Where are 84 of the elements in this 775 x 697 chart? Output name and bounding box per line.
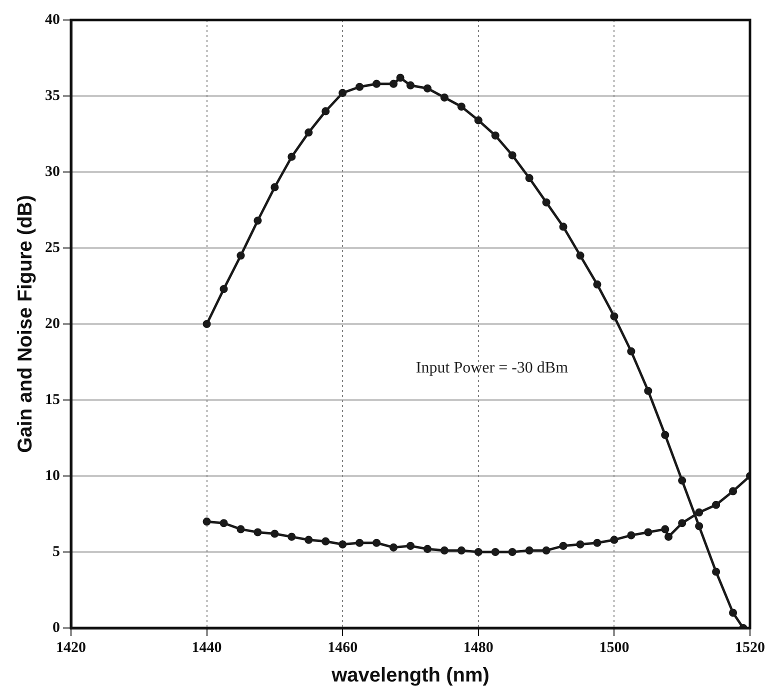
y-tick-label: 30 xyxy=(45,164,60,180)
point xyxy=(440,546,448,555)
point xyxy=(202,518,211,526)
y-tick-label: 15 xyxy=(45,392,60,408)
point xyxy=(338,88,347,98)
point xyxy=(559,542,568,550)
point xyxy=(220,519,228,528)
y-tick-label: 10 xyxy=(45,468,60,484)
y-axis-title: Gain and Noise Figure (dB) xyxy=(14,195,37,453)
x-axis-title: wavelength (nm) xyxy=(330,664,490,687)
point xyxy=(491,548,500,556)
point xyxy=(525,174,534,182)
point xyxy=(728,487,738,496)
point xyxy=(712,568,720,576)
point xyxy=(644,528,652,536)
point xyxy=(474,548,482,556)
point xyxy=(406,542,415,550)
x-tick-label: 1440 xyxy=(192,640,222,656)
point xyxy=(202,320,211,328)
point xyxy=(356,538,364,547)
point xyxy=(508,151,516,160)
x-tick-label: 1460 xyxy=(328,640,358,656)
point xyxy=(508,548,516,556)
point xyxy=(236,252,245,260)
point xyxy=(304,536,313,544)
point xyxy=(627,347,636,356)
point xyxy=(389,80,398,88)
point xyxy=(712,500,720,509)
point xyxy=(610,536,618,544)
point xyxy=(593,538,602,547)
point xyxy=(610,312,618,320)
y-tick-label: 25 xyxy=(45,240,60,256)
point xyxy=(491,131,500,140)
x-tick-label: 1480 xyxy=(463,640,494,656)
point xyxy=(695,522,704,530)
point xyxy=(322,537,330,546)
point xyxy=(304,128,313,137)
y-tick-label: 5 xyxy=(52,544,60,560)
point xyxy=(593,280,602,289)
point xyxy=(220,284,228,294)
point xyxy=(338,540,347,548)
point xyxy=(627,531,636,540)
point xyxy=(525,546,534,555)
point xyxy=(559,222,568,231)
point xyxy=(661,525,670,534)
point xyxy=(406,81,415,90)
point xyxy=(728,608,738,617)
point xyxy=(440,93,448,102)
point xyxy=(542,198,550,206)
point xyxy=(389,543,398,552)
point xyxy=(356,82,364,91)
annotation: Input Power = -30 dBm xyxy=(416,360,569,377)
point xyxy=(270,530,279,538)
point xyxy=(664,532,673,541)
point xyxy=(288,152,296,161)
y-tick-label: 20 xyxy=(45,316,60,332)
point xyxy=(678,519,686,528)
y-tick-label: 0 xyxy=(52,620,60,636)
point xyxy=(576,252,584,260)
y-tick-label: 35 xyxy=(45,88,60,104)
point xyxy=(396,74,404,82)
point xyxy=(372,538,381,547)
point xyxy=(372,80,381,88)
point xyxy=(695,508,704,517)
y-tick-label: 40 xyxy=(45,12,60,28)
point xyxy=(254,216,262,225)
point xyxy=(288,532,296,541)
point xyxy=(254,528,262,536)
point xyxy=(236,525,245,534)
x-tick-label: 1420 xyxy=(56,640,86,656)
point xyxy=(423,84,432,92)
point xyxy=(457,102,466,111)
point xyxy=(644,386,652,395)
point xyxy=(423,544,432,554)
point xyxy=(270,183,279,192)
point xyxy=(474,116,482,124)
point xyxy=(678,476,686,485)
point xyxy=(322,107,330,116)
point xyxy=(542,546,550,555)
x-tick-label: 1500 xyxy=(599,640,630,656)
point xyxy=(576,540,584,548)
x-tick-label: 1520 xyxy=(735,640,765,656)
point xyxy=(661,430,670,440)
point xyxy=(457,546,466,555)
